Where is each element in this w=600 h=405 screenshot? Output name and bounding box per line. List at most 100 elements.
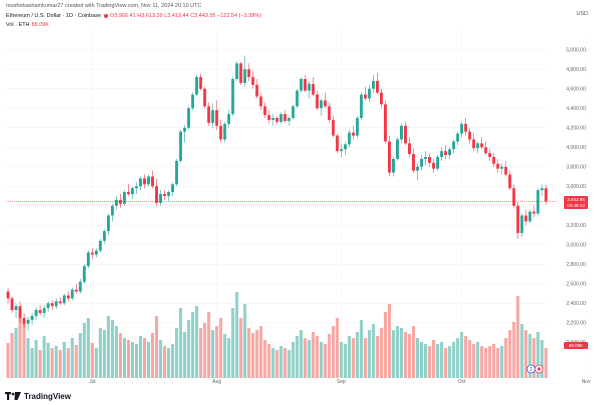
volume-bar — [283, 348, 287, 378]
volume-bar — [476, 342, 480, 378]
candle — [259, 92, 263, 111]
candle-body — [404, 125, 407, 144]
volume-bar — [347, 336, 351, 378]
candle-body — [14, 306, 18, 311]
volume-bar — [331, 326, 335, 378]
candle — [359, 92, 363, 120]
time-axis[interactable]: Jul Aug Sep Oct Nov — [89, 379, 591, 385]
volume-bar — [440, 342, 444, 378]
candle — [283, 110, 287, 123]
candle-body — [82, 266, 86, 282]
volume-bar — [512, 322, 516, 378]
volume-bar — [191, 312, 195, 378]
volume-bar — [195, 306, 199, 378]
candle — [106, 213, 110, 235]
candle-body — [343, 144, 347, 150]
candle — [94, 248, 98, 258]
last-price-value: 3,443.95 — [567, 197, 585, 203]
candle-body — [131, 188, 134, 195]
candle-body — [195, 77, 199, 95]
volume-bar — [219, 318, 223, 378]
volume-bar — [159, 340, 163, 378]
volume-bar — [472, 344, 476, 378]
volume-bar — [508, 330, 512, 378]
candle-body — [106, 215, 110, 232]
volume-bar — [223, 334, 227, 378]
volume-bar — [251, 333, 255, 378]
candle — [408, 137, 411, 157]
candle-body — [536, 190, 540, 214]
candle-body — [456, 133, 460, 142]
candle — [532, 205, 536, 218]
candle — [391, 157, 395, 177]
candle-body — [452, 141, 456, 150]
candle — [331, 116, 335, 138]
candle — [118, 194, 122, 208]
footer-brand[interactable]: TradingView — [5, 390, 71, 402]
volume-bar — [480, 346, 484, 378]
volume-bar — [62, 342, 66, 378]
volume-bar — [215, 326, 219, 378]
volume-bar — [187, 320, 191, 378]
candle-body — [207, 106, 211, 123]
volume-bar — [90, 343, 94, 378]
market-status-dot-icon — [104, 13, 109, 18]
volume-bar — [452, 342, 456, 378]
candle-body — [484, 147, 488, 154]
volume-bar — [528, 334, 532, 378]
candle-body — [127, 192, 130, 195]
candle — [114, 196, 118, 210]
candle — [239, 61, 243, 85]
price-tick-label: 2,400.00 — [566, 301, 586, 307]
candle-body — [319, 100, 323, 109]
candle-body — [187, 108, 191, 128]
candle — [536, 188, 540, 216]
candle-body — [243, 69, 247, 83]
candle-body — [54, 301, 58, 307]
candle — [436, 155, 440, 171]
candle — [267, 110, 271, 124]
events-icon[interactable]: 2 — [526, 364, 548, 374]
volume-bars — [6, 292, 548, 378]
candle — [375, 73, 379, 95]
candle-body — [387, 141, 391, 173]
candle — [504, 160, 508, 177]
volume-bar — [247, 328, 251, 378]
candle-body — [395, 139, 399, 159]
volume-bar — [138, 336, 143, 378]
candle — [500, 162, 504, 175]
candle — [247, 63, 251, 81]
candle — [255, 79, 259, 99]
volume-bar — [420, 342, 424, 378]
volume-bar — [315, 336, 319, 378]
volume-bar — [279, 346, 283, 378]
candle — [26, 316, 30, 331]
candle-body — [351, 132, 355, 136]
candle-body — [472, 139, 476, 149]
candle-body — [98, 240, 102, 251]
candle-body — [448, 149, 452, 156]
price-tick-label: 4,600.00 — [566, 87, 586, 93]
candle — [512, 184, 516, 208]
candle-body — [283, 114, 287, 121]
candle-body — [520, 215, 524, 234]
candle — [30, 313, 34, 325]
candle-body — [66, 295, 70, 299]
candle-body — [179, 131, 183, 161]
candle — [235, 61, 239, 81]
candle-body — [291, 106, 295, 118]
volume-bar — [275, 350, 279, 378]
candle — [191, 92, 195, 111]
volume-bar — [134, 344, 139, 378]
volume-bar — [484, 348, 488, 378]
candle-body — [18, 306, 22, 318]
volume-bar — [411, 326, 416, 378]
volume-bar — [130, 342, 134, 378]
candle — [371, 75, 375, 93]
candle-body — [114, 199, 118, 206]
symbol-line: Ethereum / U.S. Dollar · 1D · Coinbase O3… — [6, 13, 261, 19]
volume-bar — [424, 344, 428, 378]
candle — [460, 121, 464, 138]
candle — [540, 184, 544, 196]
